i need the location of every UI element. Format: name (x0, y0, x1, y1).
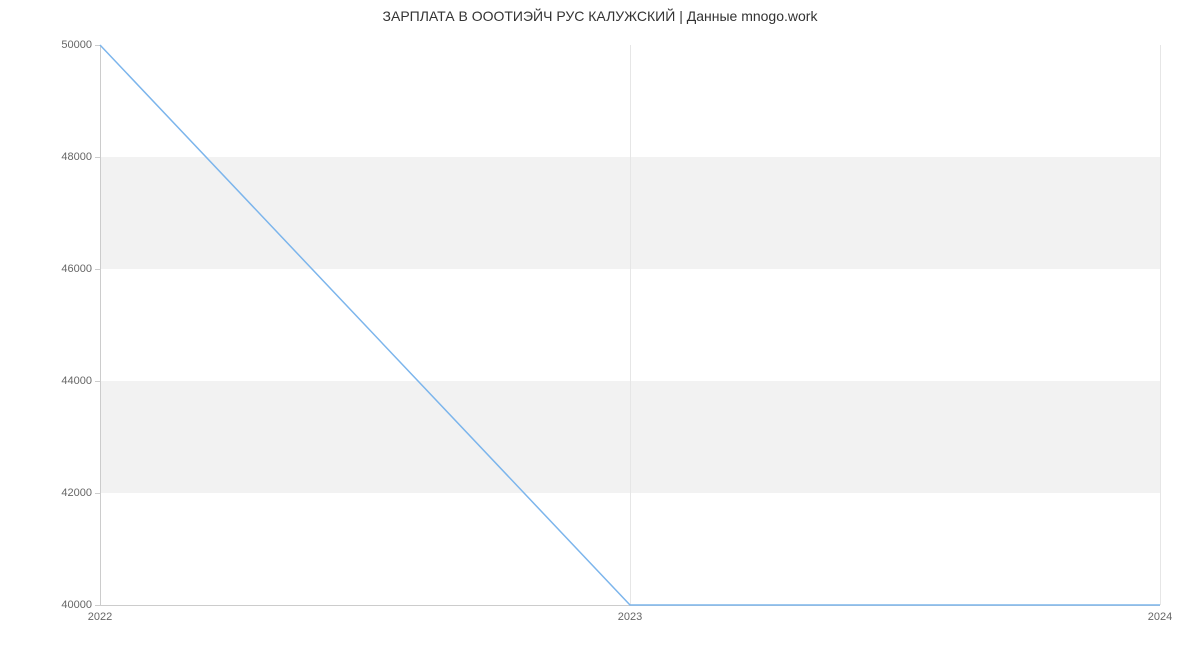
plot-area: 400004200044000460004800050000 202220232… (100, 45, 1160, 605)
x-tick-label: 2022 (88, 605, 112, 623)
x-gridline (1160, 45, 1161, 605)
series-line (100, 45, 1160, 605)
chart-container: ЗАРПЛАТА В ОООТИЭЙЧ РУС КАЛУЖСКИЙ | Данн… (0, 0, 1200, 650)
x-tick-label: 2023 (618, 605, 642, 623)
line-layer (100, 45, 1160, 605)
x-tick-label: 2024 (1148, 605, 1172, 623)
chart-title: ЗАРПЛАТА В ОООТИЭЙЧ РУС КАЛУЖСКИЙ | Данн… (0, 8, 1200, 24)
